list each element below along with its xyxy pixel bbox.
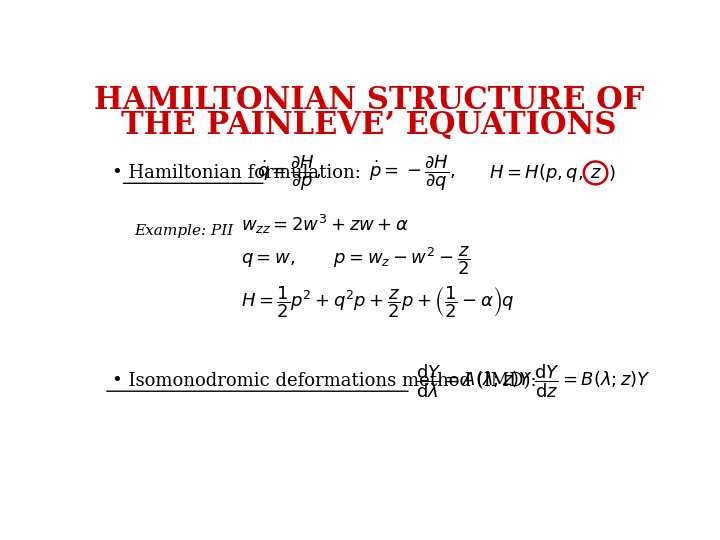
Text: $)$: $)$ — [608, 163, 616, 183]
Text: $\dot{p} = -\dfrac{\partial H}{\partial q},$: $\dot{p} = -\dfrac{\partial H}{\partial … — [369, 153, 456, 193]
Text: $w_{zz} = 2w^3 + zw + \alpha$: $w_{zz} = 2w^3 + zw + \alpha$ — [240, 213, 409, 237]
Text: $H = H(p, q,$: $H = H(p, q,$ — [489, 162, 583, 184]
Text: $\dfrac{\mathrm{d}Y}{\mathrm{d}z} = B(\lambda; z)Y$: $\dfrac{\mathrm{d}Y}{\mathrm{d}z} = B(\l… — [534, 362, 651, 400]
Text: $\dfrac{\mathrm{d}Y}{\mathrm{d}\lambda} = A(\lambda; z)Y$: $\dfrac{\mathrm{d}Y}{\mathrm{d}\lambda} … — [416, 362, 534, 400]
Text: $H = \dfrac{1}{2}p^2 + q^2 p + \dfrac{z}{2}p + \left(\dfrac{1}{2} - \alpha\right: $H = \dfrac{1}{2}p^2 + q^2 p + \dfrac{z}… — [240, 284, 514, 320]
Text: Example: PII: Example: PII — [135, 224, 234, 238]
Text: THE PAINLEVE’ EQUATIONS: THE PAINLEVE’ EQUATIONS — [121, 110, 617, 140]
Text: $q = w, \qquad p = w_z - w^2 - \dfrac{z}{2}$: $q = w, \qquad p = w_z - w^2 - \dfrac{z}… — [240, 244, 470, 276]
Text: $z$: $z$ — [590, 164, 601, 182]
Text: • Hamiltonian formulation:: • Hamiltonian formulation: — [112, 164, 361, 182]
Text: • Isomonodromic deformations method (IMD):: • Isomonodromic deformations method (IMD… — [112, 372, 537, 390]
Text: HAMILTONIAN STRUCTURE OF: HAMILTONIAN STRUCTURE OF — [94, 85, 644, 116]
Text: $\dot{q} = \dfrac{\partial H}{\partial p},$: $\dot{q} = \dfrac{\partial H}{\partial p… — [258, 153, 322, 193]
